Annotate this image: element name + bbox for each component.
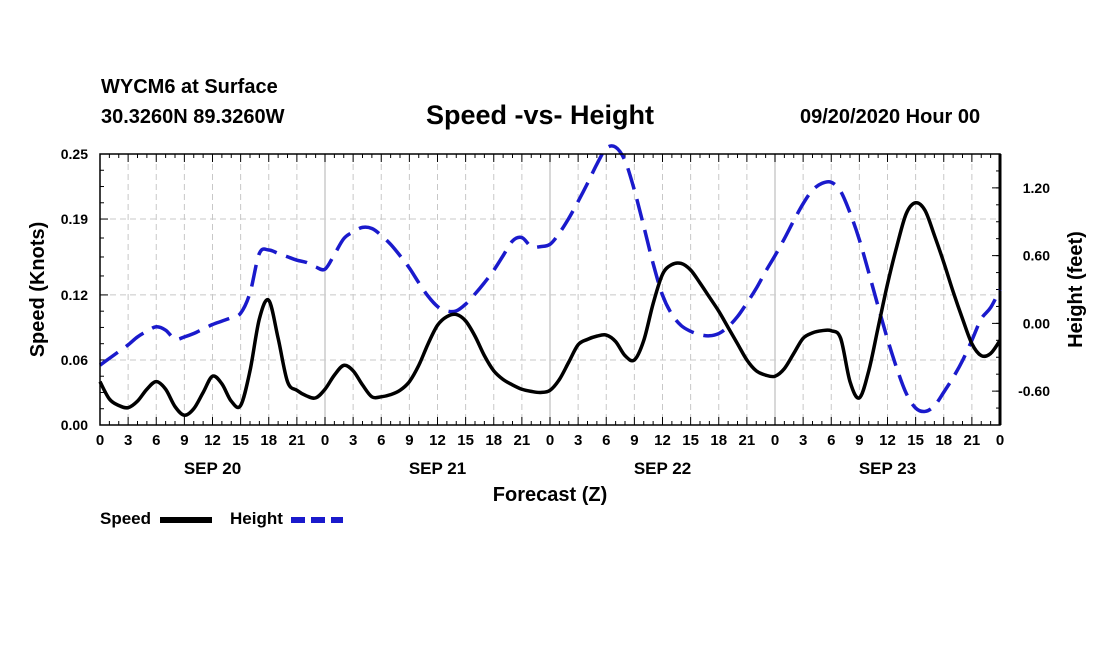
day-label: SEP 20 <box>184 459 241 478</box>
series-speed-line <box>98 200 1002 417</box>
legend-height-label: Height <box>230 509 283 528</box>
x-tick-label: 15 <box>457 432 474 449</box>
x-tick-label: 6 <box>827 432 835 449</box>
day-label: SEP 23 <box>859 459 916 478</box>
left-y-axis-title: Speed (Knots) <box>27 222 49 358</box>
x-tick-label: 9 <box>855 432 863 449</box>
legend-speed-label: Speed <box>100 509 152 528</box>
x-tick-label: 3 <box>574 432 582 449</box>
y-left-tick-label: 0.25 <box>61 146 88 162</box>
y-right-tick-label: -0.60 <box>1018 383 1050 399</box>
y-right-tick-label: 1.20 <box>1023 180 1050 196</box>
right-y-axis-title: Height (feet) <box>1065 231 1087 348</box>
x-tick-label: 9 <box>180 432 188 449</box>
x-tick-label: 6 <box>377 432 385 449</box>
y-left-tick-label: 0.12 <box>61 287 88 303</box>
day-label: SEP 22 <box>634 459 691 478</box>
x-tick-label: 15 <box>232 432 249 449</box>
x-tick-label: 15 <box>682 432 699 449</box>
x-tick-label: 9 <box>405 432 413 449</box>
x-tick-label: 18 <box>260 432 277 449</box>
day-label: SEP 21 <box>409 459 466 478</box>
plot-frame <box>99 153 1001 426</box>
y-right-tick-label: 0.60 <box>1023 248 1050 264</box>
x-tick-label: 15 <box>907 432 924 449</box>
series-height-line <box>98 144 1002 414</box>
x-tick-label: 6 <box>602 432 610 449</box>
x-tick-label: 18 <box>710 432 727 449</box>
x-tick-label: 12 <box>879 432 896 449</box>
x-tick-label: 12 <box>429 432 446 449</box>
x-tick-label: 3 <box>799 432 807 449</box>
chart-title: Speed -vs- Height <box>426 100 655 130</box>
y-left-tick-label: 0.06 <box>61 352 88 368</box>
station-coordinates: 30.3260N 89.3260W <box>101 106 285 128</box>
x-tick-label: 3 <box>124 432 132 449</box>
x-tick-label: 21 <box>514 432 531 449</box>
x-tick-label: 18 <box>485 432 502 449</box>
x-tick-label: 0 <box>996 432 1004 449</box>
x-tick-label: 21 <box>739 432 756 449</box>
x-tick-label: 21 <box>289 432 306 449</box>
x-tick-label: 0 <box>546 432 554 449</box>
day-separators <box>324 154 776 425</box>
x-tick-label: 0 <box>321 432 329 449</box>
x-tick-label: 18 <box>935 432 952 449</box>
x-tick-label: 6 <box>152 432 160 449</box>
x-tick-label: 21 <box>964 432 981 449</box>
y-right-tick-label: 0.00 <box>1023 315 1050 331</box>
x-tick-label: 12 <box>654 432 671 449</box>
x-tick-label: 9 <box>630 432 638 449</box>
x-axis-title: Forecast (Z) <box>493 484 607 506</box>
legend-speed-swatch <box>160 517 212 523</box>
forecast-date: 09/20/2020 Hour 00 <box>800 106 981 128</box>
y-left-tick-label: 0.19 <box>61 211 88 227</box>
station-name: WYCM6 at Surface <box>101 76 278 98</box>
grid-lines <box>100 154 1000 425</box>
x-tick-label: 12 <box>204 432 221 449</box>
legend-height-swatch <box>291 517 343 523</box>
y-left-tick-label: 0.00 <box>61 417 88 433</box>
x-tick-label: 3 <box>349 432 357 449</box>
axis-tick-labels: 0 3 6 9 12 15 18 21 0 3 6 9 12 15 18 21 0 3 6 9 12 15 18 21 0 3 6 9… <box>61 146 1050 478</box>
x-tick-label: 0 <box>96 432 104 449</box>
x-tick-label: 0 <box>771 432 779 449</box>
